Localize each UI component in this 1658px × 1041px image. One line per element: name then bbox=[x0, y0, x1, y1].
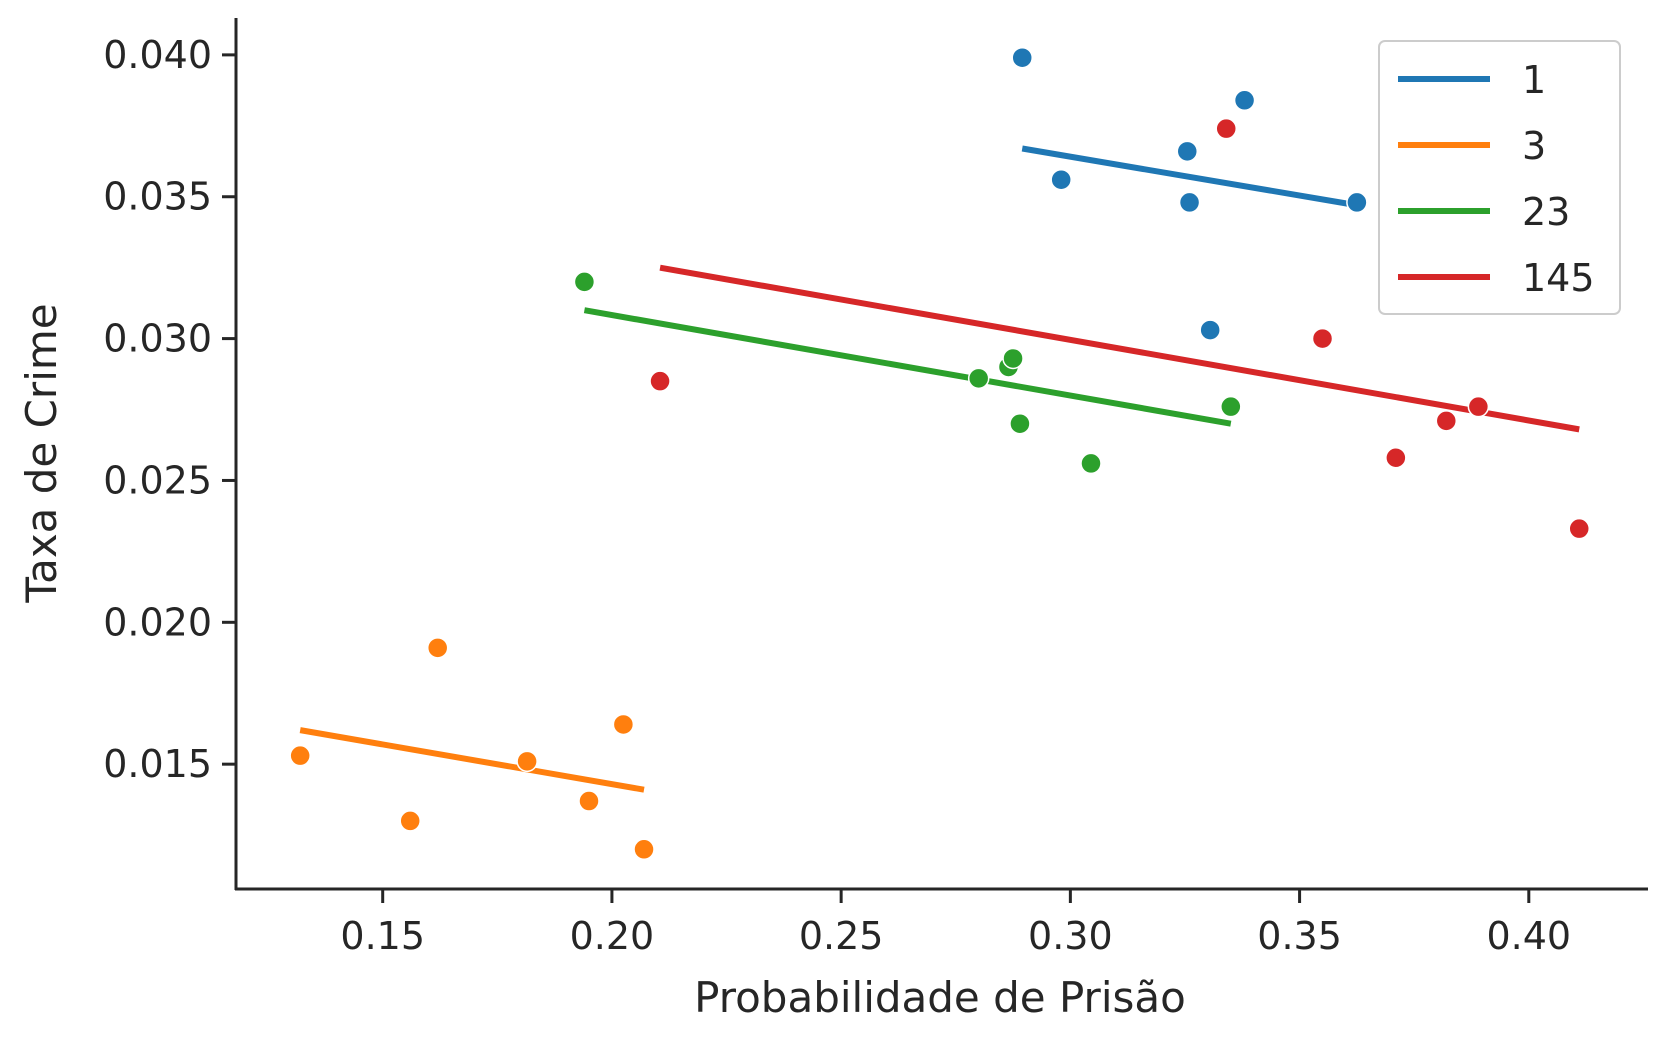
x-tick-label: 0.40 bbox=[1487, 914, 1572, 958]
point-1 bbox=[1176, 140, 1199, 163]
y-tick-label: 0.040 bbox=[103, 33, 212, 77]
y-axis-ticks: 0.015 0.020 0.025 0.030 0.035 0.040 bbox=[103, 33, 236, 786]
regression-lines bbox=[299, 145, 1580, 793]
point-1 bbox=[1346, 191, 1368, 214]
point-23 bbox=[967, 367, 990, 390]
point-145 bbox=[1467, 395, 1490, 418]
x-tick-label: 0.25 bbox=[799, 914, 884, 958]
point-1 bbox=[1178, 191, 1201, 214]
x-tick-label: 0.20 bbox=[570, 914, 655, 958]
point-3 bbox=[399, 810, 421, 832]
point-145 bbox=[1215, 117, 1237, 140]
point-1 bbox=[1233, 89, 1256, 112]
legend-label-3: 3 bbox=[1522, 124, 1546, 168]
x-tick-label: 0.35 bbox=[1257, 914, 1342, 958]
x-axis-ticks: 0.15 0.20 0.25 0.30 0.35 0.40 bbox=[340, 889, 1571, 958]
y-axis-label: Taxa de Crime bbox=[17, 303, 66, 603]
fit-line-1 bbox=[1021, 145, 1358, 209]
point-145 bbox=[1568, 517, 1590, 540]
point-145 bbox=[1435, 410, 1458, 432]
y-tick-label: 0.035 bbox=[103, 175, 212, 219]
legend-label-23: 23 bbox=[1522, 190, 1570, 234]
y-tick-label: 0.030 bbox=[103, 317, 212, 361]
point-3 bbox=[289, 744, 311, 767]
point-145 bbox=[1385, 447, 1407, 469]
y-tick-label: 0.025 bbox=[103, 458, 212, 502]
fit-line-3 bbox=[299, 727, 645, 793]
data-points bbox=[289, 46, 1590, 861]
legend-frame bbox=[1378, 40, 1621, 315]
point-1 bbox=[1050, 168, 1072, 191]
legend-items: 1 3 23 145 bbox=[1398, 58, 1595, 300]
point-145 bbox=[649, 370, 671, 392]
fit-line-23 bbox=[583, 307, 1232, 427]
x-tick-label: 0.15 bbox=[340, 914, 425, 958]
point-1 bbox=[1011, 46, 1033, 69]
point-3 bbox=[633, 838, 655, 861]
x-axis-label: Probabilidade de Prisão bbox=[694, 973, 1186, 1022]
fit-line-145 bbox=[659, 264, 1580, 433]
point-145 bbox=[1311, 327, 1334, 350]
point-3 bbox=[516, 750, 538, 773]
point-23 bbox=[573, 271, 596, 293]
point-3 bbox=[426, 637, 449, 659]
point-23 bbox=[1002, 347, 1024, 370]
point-1 bbox=[1199, 319, 1221, 341]
y-tick-label: 0.020 bbox=[103, 600, 212, 644]
legend-label-1: 1 bbox=[1522, 58, 1546, 102]
point-3 bbox=[612, 713, 635, 736]
legend-label-145: 145 bbox=[1522, 256, 1595, 300]
point-23 bbox=[1080, 452, 1102, 475]
point-23 bbox=[1009, 412, 1031, 435]
axes bbox=[234, 18, 1648, 891]
y-tick-label: 0.015 bbox=[103, 742, 212, 786]
point-3 bbox=[578, 790, 600, 812]
legend: 1 3 23 145 bbox=[1378, 40, 1621, 315]
point-23 bbox=[1220, 395, 1242, 418]
x-tick-label: 0.30 bbox=[1028, 914, 1113, 958]
